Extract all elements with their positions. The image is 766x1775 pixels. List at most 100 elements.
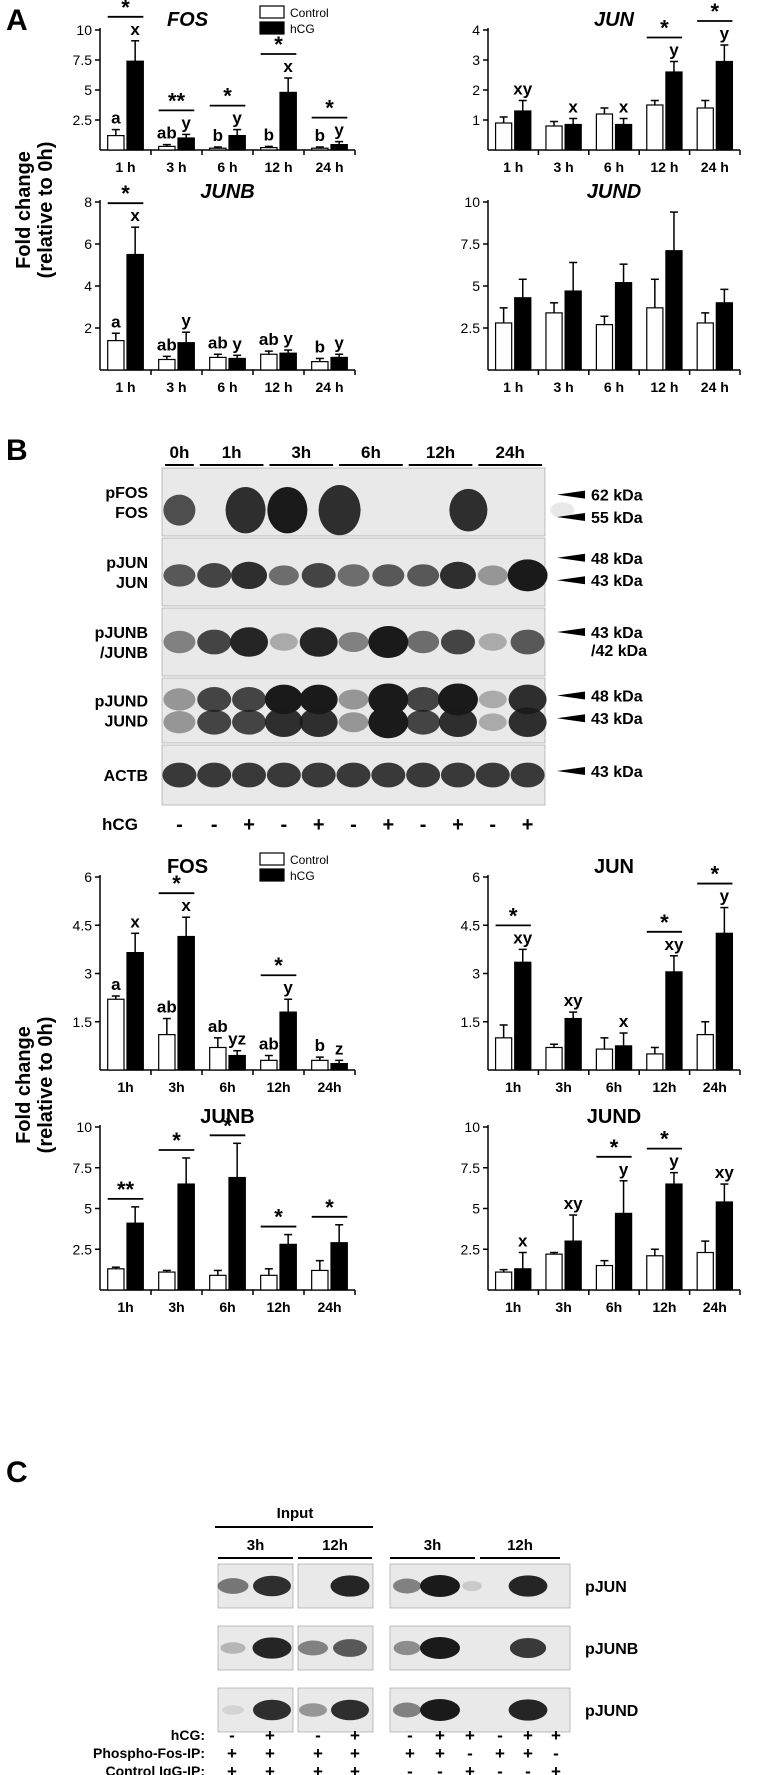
bar-control [260, 353, 278, 371]
letter-hcg: y [181, 113, 191, 132]
x-tick-label: 12h [266, 1299, 290, 1315]
treatment-label: hCG: [171, 1727, 205, 1743]
y-tick-label: 5 [472, 278, 480, 294]
hcg-sign: - [350, 814, 357, 836]
bar-hcg [279, 1011, 297, 1071]
bar-hcg [564, 123, 582, 151]
blot-band [371, 762, 406, 788]
bar-control [545, 1253, 563, 1291]
bar-hcg [715, 1201, 734, 1291]
y-tick-label: 2.5 [461, 1241, 481, 1257]
coip-row-label: pJUND [585, 1703, 638, 1720]
legend-label-control: Control [290, 6, 329, 20]
treatment-sign: + [350, 1762, 360, 1775]
significance-star: * [274, 1205, 283, 1230]
letter-control: ab [157, 998, 177, 1017]
hcg-sign: - [489, 814, 496, 836]
chart-title: JUN [594, 9, 635, 31]
blot-band [299, 707, 338, 737]
blot-band [232, 687, 267, 712]
kda-label: 43 kDa [591, 573, 643, 590]
x-tick-label: 6 h [604, 379, 624, 395]
y-tick-label: 8 [84, 194, 92, 210]
blot-band [439, 561, 476, 590]
blot-band [330, 1575, 370, 1597]
letter-control: ab [157, 124, 177, 143]
significance-star: * [610, 1135, 619, 1160]
hcg-row-label: hCG [102, 815, 138, 834]
bar-hcg [228, 135, 246, 151]
blot-band [264, 707, 303, 737]
group-header: 3h [424, 1537, 442, 1554]
blot-band [393, 1578, 421, 1594]
bar-hcg [665, 1183, 683, 1291]
kda-arrow [557, 490, 585, 499]
y-tick-label: 10 [76, 22, 92, 38]
significance-star: * [660, 16, 669, 41]
blot-band [225, 486, 266, 534]
bar-chart-3: JUND 2.5 5 7.5 10 1 h 3 h 6 h 12 h 24 h [461, 181, 741, 395]
blot-band [232, 709, 267, 735]
bar-hcg [126, 951, 144, 1071]
letter-control: ab [208, 333, 228, 352]
x-tick-label: 6h [606, 1079, 622, 1095]
blot-band [299, 684, 338, 715]
x-tick-label: 6h [219, 1079, 235, 1095]
chart-title: JUN [594, 856, 634, 878]
y-tick-label: 3 [472, 966, 480, 982]
letter-control: b [315, 337, 325, 356]
kda-label: 55 kDa [591, 510, 643, 527]
treatment-sign: + [551, 1726, 561, 1745]
x-tick-label: 6 h [604, 159, 624, 175]
bar-control [260, 1274, 278, 1291]
panel-label-c: C [6, 1456, 28, 1489]
bar-hcg [279, 1243, 297, 1291]
treatment-sign: - [467, 1744, 473, 1763]
bar-control [696, 1251, 714, 1291]
significance-star: * [325, 1195, 334, 1220]
blot-band [268, 565, 299, 586]
significance-star: * [172, 871, 181, 896]
letter-hcg: y [232, 334, 242, 353]
x-tick-label: 1h [505, 1079, 521, 1095]
hcg-sign: - [211, 814, 218, 836]
coip-row: pJUN [217, 1563, 627, 1609]
x-tick-label: 12h [266, 1079, 290, 1095]
y-tick-label: 4.5 [461, 917, 481, 933]
letter-control: ab [259, 330, 279, 349]
blot-band [299, 627, 338, 657]
legend-label-hcg: hCG [290, 22, 315, 36]
bar-control [696, 107, 714, 151]
x-tick-label: 1 h [503, 159, 523, 175]
bar-control [646, 307, 664, 371]
legend-label-control: Control [290, 853, 329, 867]
bar-hcg [614, 282, 633, 371]
bar-control [494, 1271, 513, 1291]
letter-hcg: x [181, 896, 191, 915]
bar-control [595, 324, 614, 371]
x-tick-label: 6 h [217, 379, 237, 395]
y-tick-label: 1.5 [73, 1014, 93, 1030]
treatment-sign: + [265, 1762, 275, 1775]
blot-row-label: pJUN [106, 555, 148, 572]
significance-star: ** [168, 88, 186, 113]
coip-row-label: pJUN [585, 1579, 627, 1596]
x-tick-label: 12 h [650, 379, 678, 395]
bar-hcg [665, 971, 683, 1071]
treatment-sign: + [551, 1762, 561, 1775]
significance-star: * [509, 903, 518, 928]
letter-control: b [315, 1036, 325, 1055]
letter-hcg: y [334, 333, 344, 352]
bar-chart-6: JUNB 2.5 5 7.5 10 1h ** 3h * 6h * 12h * 24h * [73, 1106, 356, 1315]
blot-band [197, 709, 232, 735]
x-tick-label: 1 h [503, 379, 523, 395]
x-tick-label: 24h [703, 1299, 727, 1315]
kda-label: 43 kDa [591, 764, 643, 781]
y-tick-label: 2.5 [73, 112, 93, 128]
bar-control [260, 147, 278, 151]
panel-label-b: B [6, 434, 28, 467]
blot-row-label: FOS [115, 505, 148, 522]
bar-hcg [614, 1212, 633, 1291]
